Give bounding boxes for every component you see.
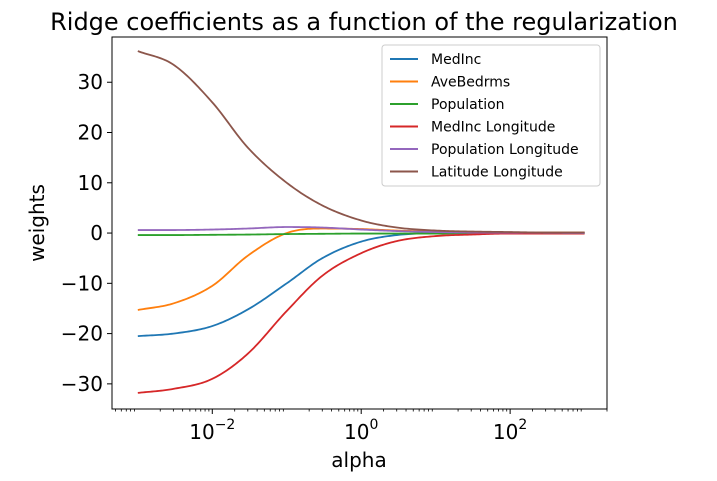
- x-tick-label: 100: [344, 417, 378, 444]
- legend-label: Population Longitude: [431, 142, 579, 158]
- series-line-3: [137, 232, 585, 394]
- legend-label: MedInc: [431, 52, 481, 68]
- legend-label: Population: [431, 97, 505, 113]
- x-tick-exponent: 2: [518, 417, 527, 433]
- x-tick-base: 10: [493, 420, 518, 444]
- y-tick-label: 10: [78, 171, 103, 195]
- x-tick-base: 10: [344, 420, 369, 444]
- x-tick-label: 10−2: [189, 417, 235, 444]
- legend-item: MedInc: [390, 52, 481, 68]
- y-tick-label: 20: [78, 121, 103, 145]
- legend-label: AveBedrms: [431, 75, 510, 91]
- legend-item: Population Longitude: [390, 142, 579, 158]
- x-tick-exponent: 0: [369, 417, 378, 433]
- plot-frame: [111, 36, 608, 410]
- x-axis-ticks: 10−2 100 102: [115, 409, 608, 444]
- legend-item: Population: [390, 97, 505, 113]
- y-tick-label: −30: [61, 372, 103, 396]
- y-tick-label: 0: [90, 221, 103, 245]
- series-line-5: [137, 50, 585, 234]
- x-tick-base: 10: [189, 420, 214, 444]
- legend-item: Latitude Longitude: [390, 165, 563, 181]
- legend-box: [381, 44, 601, 187]
- y-tick-label: −20: [61, 322, 103, 346]
- legend-item: MedInc Longitude: [390, 120, 555, 136]
- legend-label: Latitude Longitude: [431, 165, 563, 181]
- legend-item: AveBedrms: [390, 75, 510, 91]
- x-tick-label: 102: [493, 417, 527, 444]
- x-axis-label: alpha: [331, 448, 386, 472]
- y-axis-ticks: −30 −20 −10 0 10 20 30: [61, 70, 112, 396]
- y-tick-label: −10: [61, 271, 103, 295]
- legend-label: MedInc Longitude: [431, 120, 555, 136]
- y-axis-label: weights: [25, 184, 49, 262]
- chart-title: Ridge coefficients as a function of the …: [50, 8, 678, 36]
- x-tick-exponent: −2: [215, 417, 236, 433]
- series-layer: [137, 50, 585, 394]
- y-tick-label: 30: [78, 70, 103, 94]
- legend: MedInc AveBedrms Population MedInc Longitud…: [381, 44, 601, 187]
